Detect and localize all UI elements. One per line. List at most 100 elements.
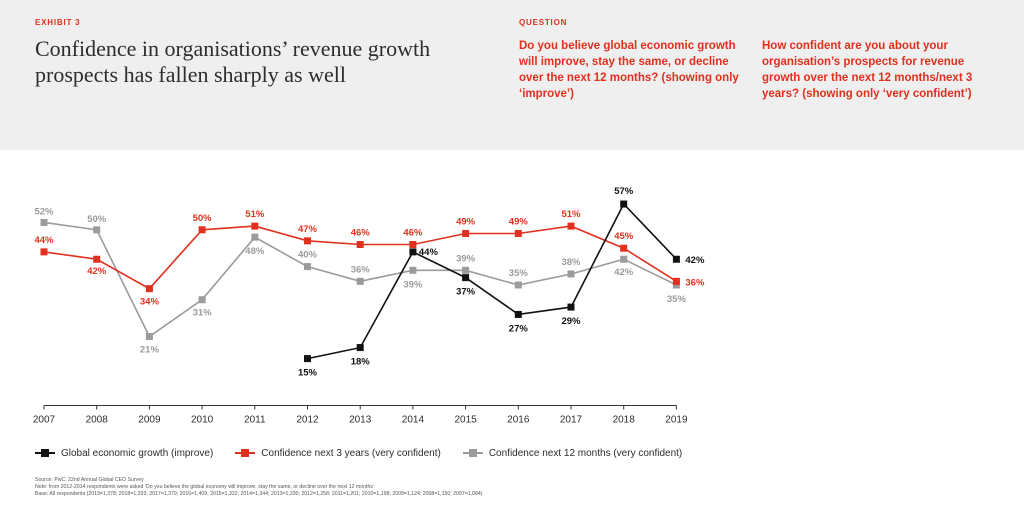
x-tick-label: 2008 — [86, 415, 109, 426]
legend-swatch-gray — [462, 449, 483, 457]
data-label-next-3-years: 34% — [140, 297, 160, 308]
marker-next-3-years — [145, 285, 153, 293]
chart-title: Confidence in organisations’ revenue gro… — [35, 36, 431, 87]
x-axis: 2007 2008 2009 2010 2011 2012 2013 2014 2015 2016… — [33, 405, 688, 426]
legend-label: Confidence next 12 months (very confiden… — [488, 447, 683, 459]
x-tick-label: 2007 — [33, 415, 56, 426]
x-tick-label: 2009 — [138, 415, 161, 426]
marker-next-3-years — [251, 222, 259, 230]
x-tick-label: 2013 — [349, 415, 372, 426]
data-label-next-12-months: 31% — [193, 308, 213, 319]
data-label-next-12-months: 48% — [245, 246, 265, 257]
legend-label: Confidence next 3 years (very confident) — [261, 447, 441, 459]
marker-next-12-months — [40, 218, 48, 226]
data-label-next-12-months: 21% — [140, 345, 160, 356]
data-label-global-growth: 37% — [456, 287, 476, 298]
footnotes: Source: PwC, 22nd Annual Global CEO Surv… — [35, 477, 482, 498]
marker-next-3-years — [198, 226, 206, 234]
data-label-next-12-months: 39% — [456, 253, 476, 264]
data-label-next-3-years: 49% — [509, 216, 529, 227]
data-label-next-3-years: 36% — [685, 277, 705, 288]
x-tick-label: 2018 — [613, 415, 636, 426]
x-tick-label: 2014 — [402, 415, 425, 426]
marker-next-12-months — [567, 270, 575, 278]
data-label-next-3-years: 51% — [245, 209, 265, 220]
marker-next-3-years — [356, 241, 364, 249]
marker-next-12-months — [514, 281, 522, 289]
data-label-next-12-months: 50% — [87, 214, 107, 225]
marker-next-12-months — [672, 281, 680, 289]
marker-next-12-months — [198, 296, 206, 304]
data-label-next-3-years: 49% — [456, 216, 476, 227]
marker-global-growth — [672, 255, 680, 263]
marker-next-3-years — [40, 248, 48, 256]
question-note: Note: from 2012-2014 respondents were as… — [35, 484, 375, 490]
marker-next-3-years — [514, 229, 522, 237]
legend-item-global-growth: Global economic growth (improve) — [35, 448, 213, 459]
x-tick-label: 2019 — [665, 415, 688, 426]
legend-item-next-3-years: Confidence next 3 years (very confident) — [235, 448, 441, 459]
marker-next-3-years — [93, 255, 101, 263]
x-tick-label: 2016 — [507, 415, 530, 426]
x-tick-label: 2011 — [244, 415, 266, 426]
data-label-next-3-years: 42% — [87, 266, 107, 277]
data-label-next-12-months: 35% — [667, 294, 687, 305]
x-tick-label: 2015 — [454, 415, 477, 426]
data-label-next-12-months: 39% — [403, 279, 423, 290]
question-1: Do you believe global economic growth wi… — [519, 40, 739, 100]
marker-global-growth — [356, 344, 364, 352]
data-label-global-growth: 57% — [614, 186, 634, 197]
marker-global-growth — [514, 310, 522, 318]
data-label-next-3-years: 46% — [403, 228, 423, 239]
data-label-next-12-months: 52% — [34, 206, 54, 217]
data-label-next-3-years: 46% — [351, 228, 371, 239]
data-label-next-3-years: 44% — [34, 235, 54, 246]
legend-swatch-red — [235, 449, 256, 457]
marker-next-3-years — [409, 241, 417, 249]
marker-next-3-years — [304, 237, 311, 245]
data-labels: 52% 50% 21% 31% 48% 40% 36% 39% 39% 35% 38% 42% 35% 4… — [34, 186, 704, 379]
marker-global-growth — [409, 248, 417, 256]
series-markers — [40, 200, 680, 363]
data-label-next-12-months: 35% — [509, 268, 529, 279]
x-tick-label: 2017 — [560, 415, 583, 426]
marker-global-growth — [567, 303, 575, 311]
marker-next-3-years — [462, 229, 470, 237]
legend-item-next-12-months: Confidence next 12 months (very confiden… — [462, 447, 683, 459]
marker-next-12-months — [304, 263, 311, 271]
question-label: QUESTION — [519, 18, 568, 27]
base-note: Base: All respondents (2019=1,378; 2018=… — [35, 491, 483, 497]
marker-next-12-months — [93, 226, 101, 234]
data-label-next-3-years: 47% — [298, 224, 318, 235]
marker-next-3-years — [567, 222, 575, 230]
series-line-global-growth — [307, 202, 677, 360]
question-2: How confident are you about your organis… — [762, 40, 973, 100]
marker-next-12-months — [462, 266, 470, 274]
marker-next-3-years — [672, 277, 680, 285]
data-label-global-growth: 44% — [419, 247, 439, 258]
marker-next-12-months — [356, 277, 364, 285]
data-label-next-3-years: 51% — [561, 209, 581, 220]
data-label-global-growth: 29% — [561, 316, 581, 327]
x-tick-label: 2012 — [296, 415, 319, 426]
legend-label: Global economic growth (improve) — [61, 447, 214, 459]
data-label-next-3-years: 45% — [614, 231, 634, 242]
marker-next-12-months — [409, 266, 417, 274]
data-label-next-12-months: 38% — [561, 257, 581, 268]
header-band: EXHIBIT 3 Confidence in organisations’ r… — [0, 0, 1024, 150]
data-label-next-12-months: 40% — [298, 250, 318, 261]
legend: Global economic growth (improve) Confide… — [35, 446, 704, 460]
data-label-next-12-months: 42% — [614, 267, 634, 278]
marker-next-12-months — [251, 233, 259, 241]
source-note: Source: PwC, 22nd Annual Global CEO Surv… — [35, 477, 144, 483]
marker-next-3-years — [620, 244, 628, 252]
data-label-global-growth: 42% — [685, 255, 705, 266]
marker-global-growth — [462, 274, 470, 282]
data-label-next-3-years: 50% — [193, 213, 213, 224]
exhibit-label: EXHIBIT 3 — [35, 18, 81, 27]
data-label-next-12-months: 36% — [351, 264, 371, 275]
marker-global-growth — [620, 200, 628, 208]
marker-next-12-months — [620, 255, 628, 263]
data-label-global-growth: 27% — [509, 323, 529, 334]
data-label-global-growth: 15% — [298, 368, 318, 379]
